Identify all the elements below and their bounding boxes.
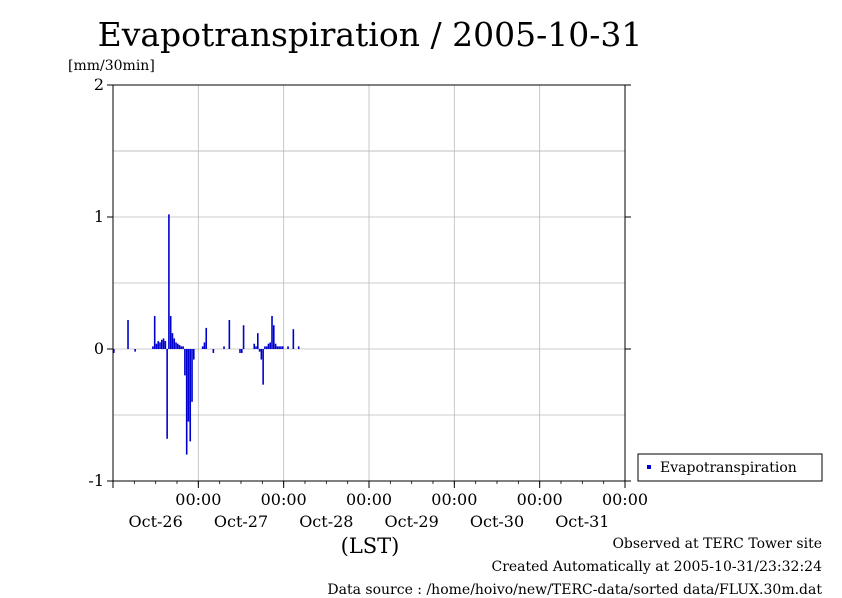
bar xyxy=(178,345,181,349)
bar xyxy=(175,342,177,349)
bar xyxy=(169,316,172,349)
bar xyxy=(260,349,263,360)
bar xyxy=(159,342,161,349)
bar xyxy=(161,339,163,349)
bar xyxy=(173,338,176,349)
bar xyxy=(223,346,225,349)
bar xyxy=(257,333,259,349)
bar xyxy=(297,346,300,349)
bar xyxy=(273,325,275,349)
x-tick-date-label: Oct-28 xyxy=(299,512,353,531)
bar xyxy=(262,349,264,385)
x-tick-time-label: 00:00 xyxy=(431,490,477,509)
x-tick-date-label: Oct-31 xyxy=(555,512,609,531)
bar xyxy=(278,346,280,349)
bar xyxy=(168,214,170,349)
legend: Evapotranspiration xyxy=(637,453,823,482)
bar xyxy=(276,346,279,349)
bar xyxy=(134,349,136,352)
bar xyxy=(164,341,167,349)
bar xyxy=(182,346,184,349)
x-tick-time-label: 00:00 xyxy=(175,490,221,509)
y-unit-label: [mm/30min] xyxy=(68,58,155,74)
bar xyxy=(171,333,174,349)
bar xyxy=(280,346,282,349)
x-tick-time-label: 00:00 xyxy=(602,490,648,509)
x-tick-time-label: 00:00 xyxy=(261,490,307,509)
grid-lines xyxy=(113,85,625,481)
y-axis-ticks: 2 1 0 -1 xyxy=(88,75,631,490)
bar xyxy=(264,346,266,349)
footer-created: Created Automatically at 2005-10-31/23:3… xyxy=(491,559,822,575)
legend-swatch xyxy=(647,465,651,469)
x-axis-label: (LST) xyxy=(341,534,400,558)
bar xyxy=(212,349,215,353)
x-tick-time-label: 00:00 xyxy=(517,490,563,509)
bar xyxy=(155,343,158,349)
bar xyxy=(157,341,160,349)
bar xyxy=(127,319,129,349)
bar xyxy=(166,349,168,439)
bar xyxy=(193,349,195,360)
bar xyxy=(177,343,179,349)
bar xyxy=(201,346,204,349)
bar xyxy=(203,342,206,349)
x-tick-date-label: Oct-26 xyxy=(129,512,183,531)
y-tick-label: 0 xyxy=(94,339,104,358)
bar xyxy=(191,349,193,402)
bar xyxy=(162,338,165,349)
legend-box xyxy=(637,453,823,482)
x-tick-time-label: 00:00 xyxy=(346,490,392,509)
bar xyxy=(152,346,154,349)
footer-observed: Observed at TERC Tower site xyxy=(612,536,822,552)
y-tick-label: 1 xyxy=(94,207,104,226)
bar xyxy=(239,349,241,353)
bar xyxy=(187,349,190,422)
x-tick-date-label: Oct-29 xyxy=(385,512,439,531)
y-tick-label: 2 xyxy=(94,75,104,94)
bar xyxy=(153,316,156,349)
x-tick-date-label: Oct-30 xyxy=(470,512,524,531)
bar xyxy=(274,343,277,349)
bar xyxy=(253,343,256,349)
bar xyxy=(271,316,273,349)
footer-data-source: Data source : /home/hoivo/new/TERC-data/… xyxy=(327,582,822,598)
bar xyxy=(228,319,231,349)
bar xyxy=(180,346,183,349)
bar xyxy=(267,343,270,349)
bar xyxy=(258,349,261,352)
x-axis-ticks: 00:00 Oct-26 00:00 Oct-27 00:00 Oct-28 00:00 Oc… xyxy=(112,481,648,531)
bar xyxy=(255,346,257,349)
bar-series xyxy=(113,214,300,455)
bar xyxy=(205,327,208,349)
bar xyxy=(242,325,245,349)
bar xyxy=(241,349,243,353)
bar xyxy=(281,346,284,349)
bar xyxy=(269,342,272,349)
bar xyxy=(287,346,289,349)
x-tick-date-label: Oct-27 xyxy=(214,512,268,531)
bar xyxy=(189,349,192,442)
chart-title: Evapotranspiration / 2005-10-31 xyxy=(98,15,643,54)
bar xyxy=(113,349,115,353)
legend-label: Evapotranspiration xyxy=(660,460,797,476)
bar xyxy=(185,349,188,455)
bar xyxy=(265,346,268,349)
y-tick-label: -1 xyxy=(88,471,104,490)
bar xyxy=(184,349,186,376)
bar xyxy=(292,329,295,349)
